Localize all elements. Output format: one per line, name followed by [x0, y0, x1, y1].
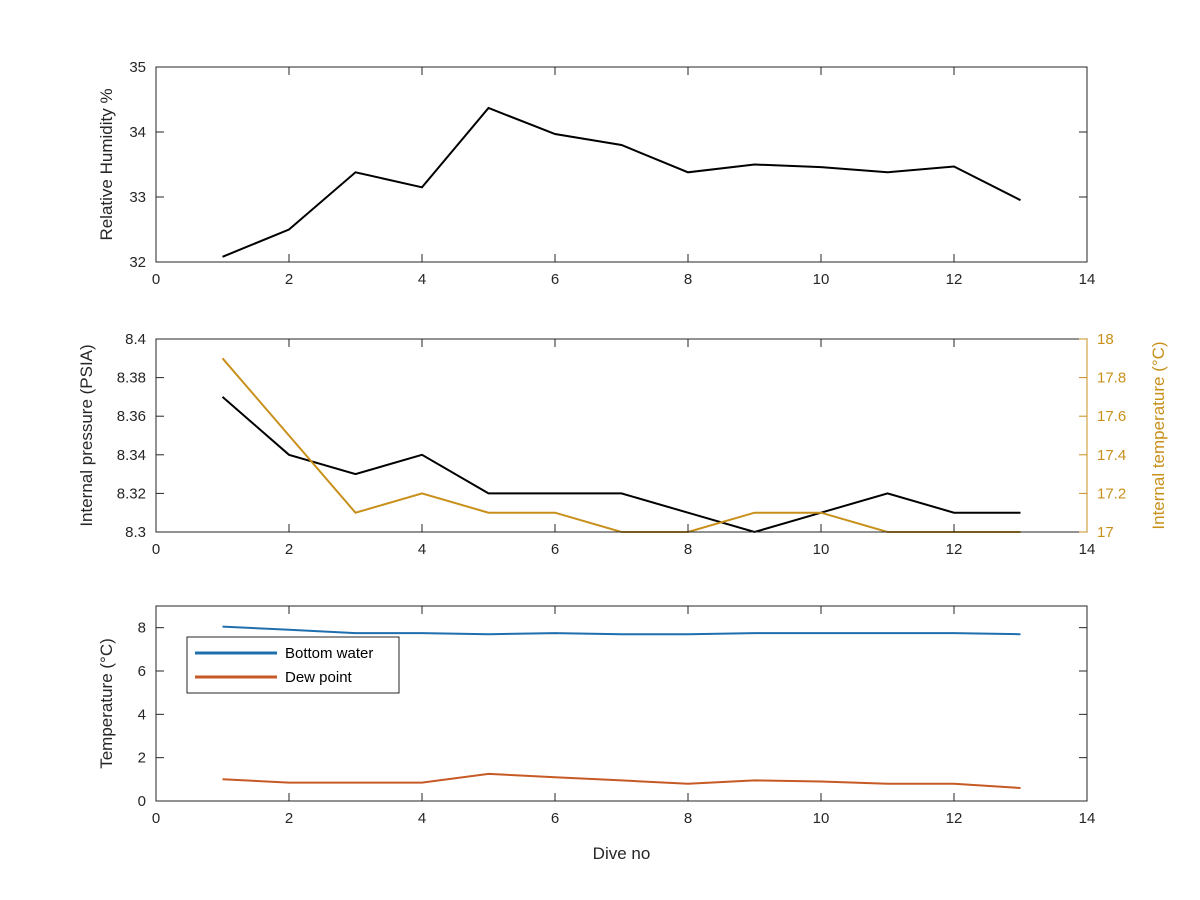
y2-tick-label: 18: [1097, 331, 1114, 348]
y-tick-label: 35: [129, 59, 146, 76]
x-tick-label: 4: [418, 271, 426, 288]
plot-area: [156, 606, 1087, 801]
y-axis-title: Relative Humidity %: [97, 88, 116, 240]
x-tick-label: 2: [285, 271, 293, 288]
legend-box: [186, 636, 400, 694]
x-tick-label: 2: [285, 810, 293, 827]
x-tick-label: 8: [684, 810, 692, 827]
axes-box: [155, 605, 1088, 802]
y-tick-label: 32: [129, 254, 146, 271]
x-tick-label: 12: [946, 271, 963, 288]
y-tick-label: 33: [129, 189, 146, 206]
x-axis-title: Dive no: [593, 844, 651, 863]
subplot-2: 0 2 4 6 8 10 12 14 8.3 8.32 8.34 8.36 8.38 8.4 17 17.2 1…: [77, 331, 1168, 558]
plot-area: [156, 339, 1087, 532]
y-tick-label: 8: [138, 620, 146, 637]
y-axis-title: Temperature (°C): [97, 638, 116, 769]
legend-label: Dew point: [285, 669, 353, 686]
x-tick-label: 0: [152, 541, 160, 558]
x-tick-label: 8: [684, 271, 692, 288]
x-tick-label: 10: [813, 541, 830, 558]
y-tick-label: 34: [129, 124, 146, 141]
y2-tick-label: 17.6: [1097, 408, 1126, 425]
series-line-1: [222, 625, 1021, 636]
x-tick-label: 6: [551, 810, 559, 827]
x-tick-label: 10: [813, 810, 830, 827]
plot-area: [156, 67, 1087, 262]
legend: Bottom water Dew point: [186, 636, 400, 694]
y-tick-label: 8.32: [117, 485, 146, 502]
y-tick-label: 0: [138, 793, 146, 810]
y-tick-label: 8.36: [117, 408, 146, 425]
y-tick-label: 8.4: [125, 331, 146, 348]
x-tick-label: 6: [551, 271, 559, 288]
y-tick-label: 8.3: [125, 524, 146, 541]
subplot-1: 0 2 4 6 8 10 12 14 32 33 34 35 Relative Humidity %: [97, 59, 1095, 288]
y-tick-label: 6: [138, 663, 146, 680]
y-tick-label: 8.38: [117, 370, 146, 387]
series-line-1: [221, 396, 1021, 534]
x-tick-label: 8: [684, 541, 692, 558]
y2-axis-title: Internal temperature (°C): [1149, 341, 1168, 529]
series-line-2: [222, 772, 1021, 789]
legend-label: Bottom water: [285, 645, 373, 662]
x-tick-label: 0: [152, 271, 160, 288]
y-axis-title: Internal pressure (PSIA): [77, 344, 96, 526]
axes-box: [155, 66, 1088, 263]
x-tick-label: 12: [946, 541, 963, 558]
y2-tick-label: 17: [1097, 524, 1114, 541]
y2-tick-label: 17.4: [1097, 447, 1126, 464]
y-tick-label: 8.34: [117, 447, 146, 464]
x-tick-label: 10: [813, 271, 830, 288]
x-tick-label: 2: [285, 541, 293, 558]
x-tick-label: 12: [946, 810, 963, 827]
y-tick-label: 4: [138, 706, 146, 723]
subplot-3: 0 2 4 6 8 10 12 14 0 2 4 6 8 Temperature (°C) Dive no B…: [97, 605, 1096, 863]
x-tick-label: 14: [1079, 271, 1096, 288]
x-tick-label: 4: [418, 541, 426, 558]
x-tick-label: 14: [1079, 541, 1096, 558]
x-tick-label: 0: [152, 810, 160, 827]
y2-tick-label: 17.8: [1097, 370, 1126, 387]
x-tick-label: 4: [418, 810, 426, 827]
x-tick-label: 14: [1079, 810, 1096, 827]
y-tick-label: 2: [138, 750, 146, 767]
y2-tick-label: 17.2: [1097, 485, 1126, 502]
x-tick-label: 6: [551, 541, 559, 558]
series-line-1: [222, 106, 1021, 258]
